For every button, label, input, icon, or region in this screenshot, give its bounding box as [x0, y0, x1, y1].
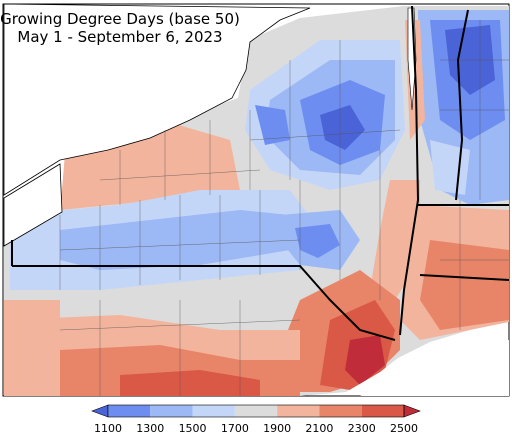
county-lines [59, 20, 509, 396]
map-title: Growing Degree Days (base 50) [0, 10, 240, 28]
map-subtitle: May 1 - September 6, 2023 [17, 28, 223, 46]
colorbar-tick-label: 2500 [390, 422, 418, 435]
colorbar-segment [234, 405, 278, 417]
colorbar-tick-label: 1300 [136, 422, 165, 435]
colorbar-segment [277, 405, 320, 417]
colorbar-extend-low [91, 404, 109, 418]
colorbar-extend-high [403, 404, 421, 418]
lake-ontario [3, 3, 311, 196]
atlantic-ocean [360, 340, 509, 396]
colorbar-tick-label: 1500 [178, 422, 207, 435]
colorbar-tick-label: 1100 [94, 422, 122, 435]
colorbar-segment [150, 405, 193, 417]
lake-erie [3, 163, 63, 247]
state-borders [11, 5, 510, 341]
colorbar-tick-label: 1900 [263, 422, 292, 435]
colorbar-segment [361, 405, 404, 417]
colorbar-tick-label: 1700 [220, 422, 249, 435]
colorbar-segment [108, 405, 151, 417]
colorbar [91, 404, 421, 418]
colorbar-tick-label: 2300 [347, 422, 376, 435]
colorbar-tick-label: 2100 [305, 422, 334, 435]
colorbar-segment [319, 405, 362, 417]
colorbar-segment [192, 405, 235, 417]
